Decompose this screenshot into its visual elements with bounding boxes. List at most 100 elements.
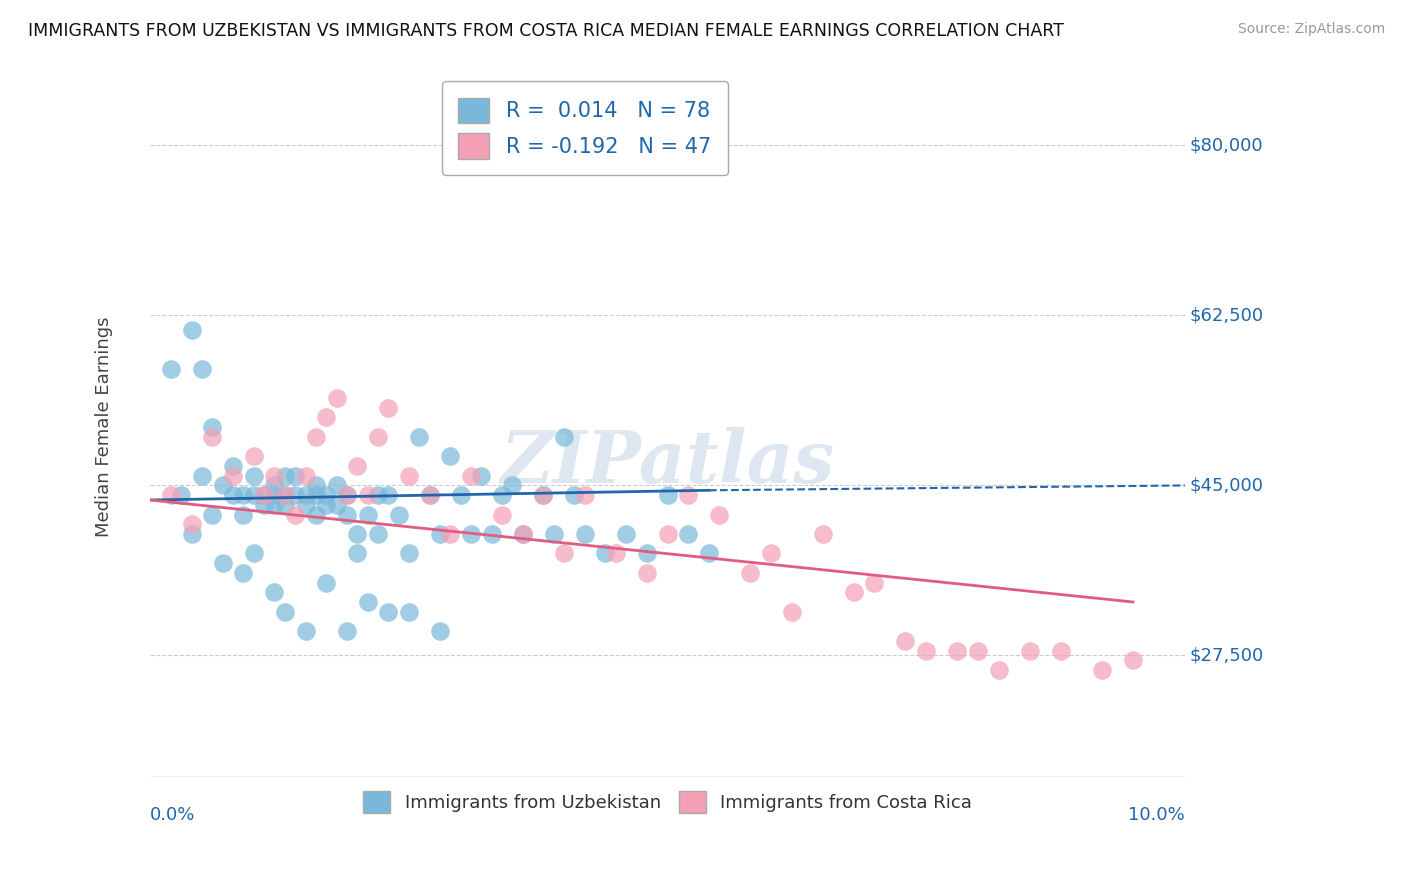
Point [191,468,214,483]
Point [356,488,378,502]
Point [512,527,534,541]
Point [419,488,441,502]
Point [305,508,328,522]
Point [367,527,389,541]
Point [346,527,368,541]
Point [325,498,347,512]
Point [222,488,245,502]
Point [274,468,297,483]
Point [232,508,254,522]
Point [987,663,1010,677]
Point [170,488,193,502]
Point [408,430,430,444]
Point [1018,643,1040,657]
Point [367,430,389,444]
Point [491,488,513,502]
Point [180,517,202,532]
Point [232,566,254,580]
Point [946,643,969,657]
Point [657,488,679,502]
Point [481,527,503,541]
Text: IMMIGRANTS FROM UZBEKISTAN VS IMMIGRANTS FROM COSTA RICA MEDIAN FEMALE EARNINGS : IMMIGRANTS FROM UZBEKISTAN VS IMMIGRANTS… [28,22,1064,40]
Point [294,624,316,639]
Point [574,488,596,502]
Point [429,624,451,639]
Point [222,468,245,483]
Point [315,498,337,512]
Text: ZIPatlas: ZIPatlas [501,426,835,498]
Text: Median Female Earnings: Median Female Earnings [94,317,112,537]
Point [325,391,347,405]
Point [967,643,990,657]
Point [1122,653,1144,667]
Point [842,585,865,599]
Point [377,488,399,502]
Point [305,478,328,492]
Point [243,488,266,502]
Text: 10.0%: 10.0% [1128,806,1185,824]
Point [564,488,586,502]
Point [211,478,233,492]
Point [253,488,276,502]
Point [501,478,523,492]
Point [915,643,938,657]
Point [439,450,461,464]
Point [1049,643,1071,657]
Point [863,575,886,590]
Point [398,468,420,483]
Point [346,458,368,473]
Point [263,488,285,502]
Point [429,527,451,541]
Point [543,527,565,541]
Point [388,508,411,522]
Point [201,420,224,434]
Point [294,498,316,512]
Point [263,478,285,492]
Point [253,498,276,512]
Point [759,546,782,560]
Point [450,488,472,502]
Point [636,566,658,580]
Point [439,527,461,541]
Point [284,468,307,483]
Point [595,546,617,560]
Point [636,546,658,560]
Text: 0.0%: 0.0% [150,806,195,824]
Point [811,527,834,541]
Point [678,488,700,502]
Point [180,323,202,337]
Point [201,508,224,522]
Point [336,488,359,502]
Point [336,624,359,639]
Point [512,527,534,541]
Point [740,566,762,580]
Point [553,430,575,444]
Point [263,585,285,599]
Point [894,633,917,648]
Point [491,508,513,522]
Point [243,546,266,560]
Point [284,508,307,522]
Point [356,595,378,609]
Point [533,488,555,502]
Point [263,468,285,483]
Point [315,575,337,590]
Point [274,605,297,619]
Point [191,362,214,376]
Point [325,478,347,492]
Point [470,468,492,483]
Point [377,605,399,619]
Point [614,527,637,541]
Point [605,546,627,560]
Point [336,488,359,502]
Point [460,468,482,483]
Point [315,488,337,502]
Text: $27,500: $27,500 [1189,647,1264,665]
Point [574,527,596,541]
Point [284,488,307,502]
Point [180,527,202,541]
Point [398,605,420,619]
Point [346,546,368,560]
Point [460,527,482,541]
Point [253,488,276,502]
